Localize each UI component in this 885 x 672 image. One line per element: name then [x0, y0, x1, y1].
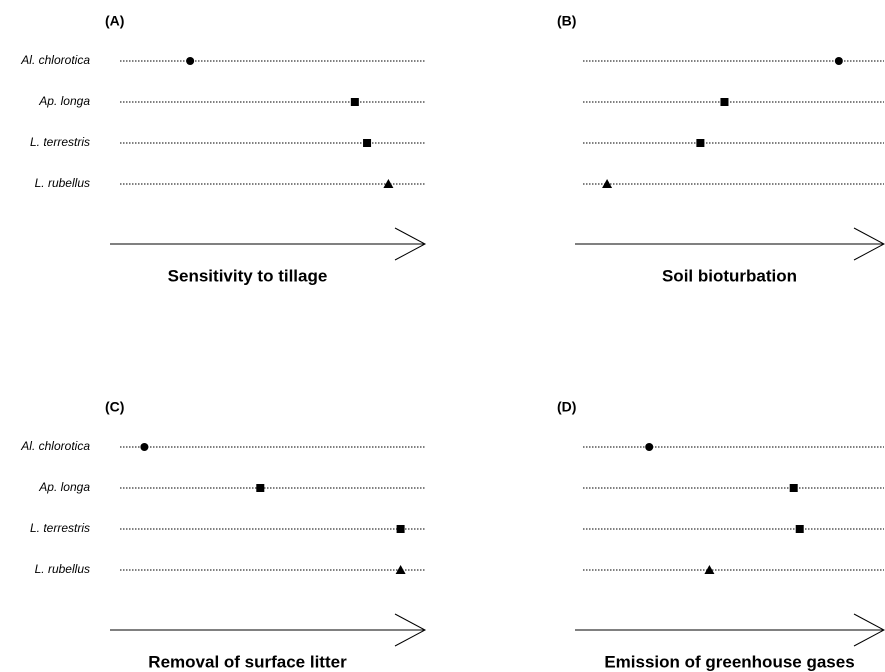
axis-label: Soil bioturbation: [662, 266, 797, 285]
category-label: L. rubellus: [35, 562, 90, 576]
category-label: Ap. longa: [38, 94, 90, 108]
panel-letter: (C): [105, 399, 124, 415]
category-label: Ap. longa: [38, 480, 90, 494]
axis-label: Emission of greenhouse gases: [604, 652, 854, 671]
dot-marker: [140, 443, 149, 451]
square-marker: [789, 484, 798, 492]
axis-label: Removal of surface litter: [148, 652, 347, 671]
category-label: L. rubellus: [35, 176, 90, 190]
square-marker: [396, 525, 405, 533]
panel-letter: (D): [557, 399, 576, 415]
square-marker: [256, 484, 265, 492]
square-marker: [720, 98, 729, 106]
axis-label: Sensitivity to tillage: [168, 266, 328, 285]
category-label: L. terrestris: [30, 135, 90, 149]
arrow-head: [394, 613, 427, 647]
dot-marker: [834, 57, 843, 65]
square-marker: [696, 139, 705, 147]
category-label: L. terrestris: [30, 521, 90, 535]
dot-marker: [186, 57, 195, 65]
arrow-head: [853, 227, 885, 261]
triangle-marker: [395, 565, 406, 574]
arrow-head: [394, 227, 427, 261]
category-label: Al. chlorotica: [20, 439, 90, 453]
triangle-marker: [704, 565, 715, 574]
triangle-marker: [383, 179, 394, 188]
panel-letter: (A): [105, 13, 124, 29]
category-label: Al. chlorotica: [20, 53, 90, 67]
dot-marker: [645, 443, 654, 451]
panel-letter: (B): [557, 13, 576, 29]
square-marker: [363, 139, 372, 147]
square-marker: [350, 98, 359, 106]
square-marker: [795, 525, 804, 533]
triangle-marker: [602, 179, 613, 188]
arrow-head: [853, 613, 885, 647]
